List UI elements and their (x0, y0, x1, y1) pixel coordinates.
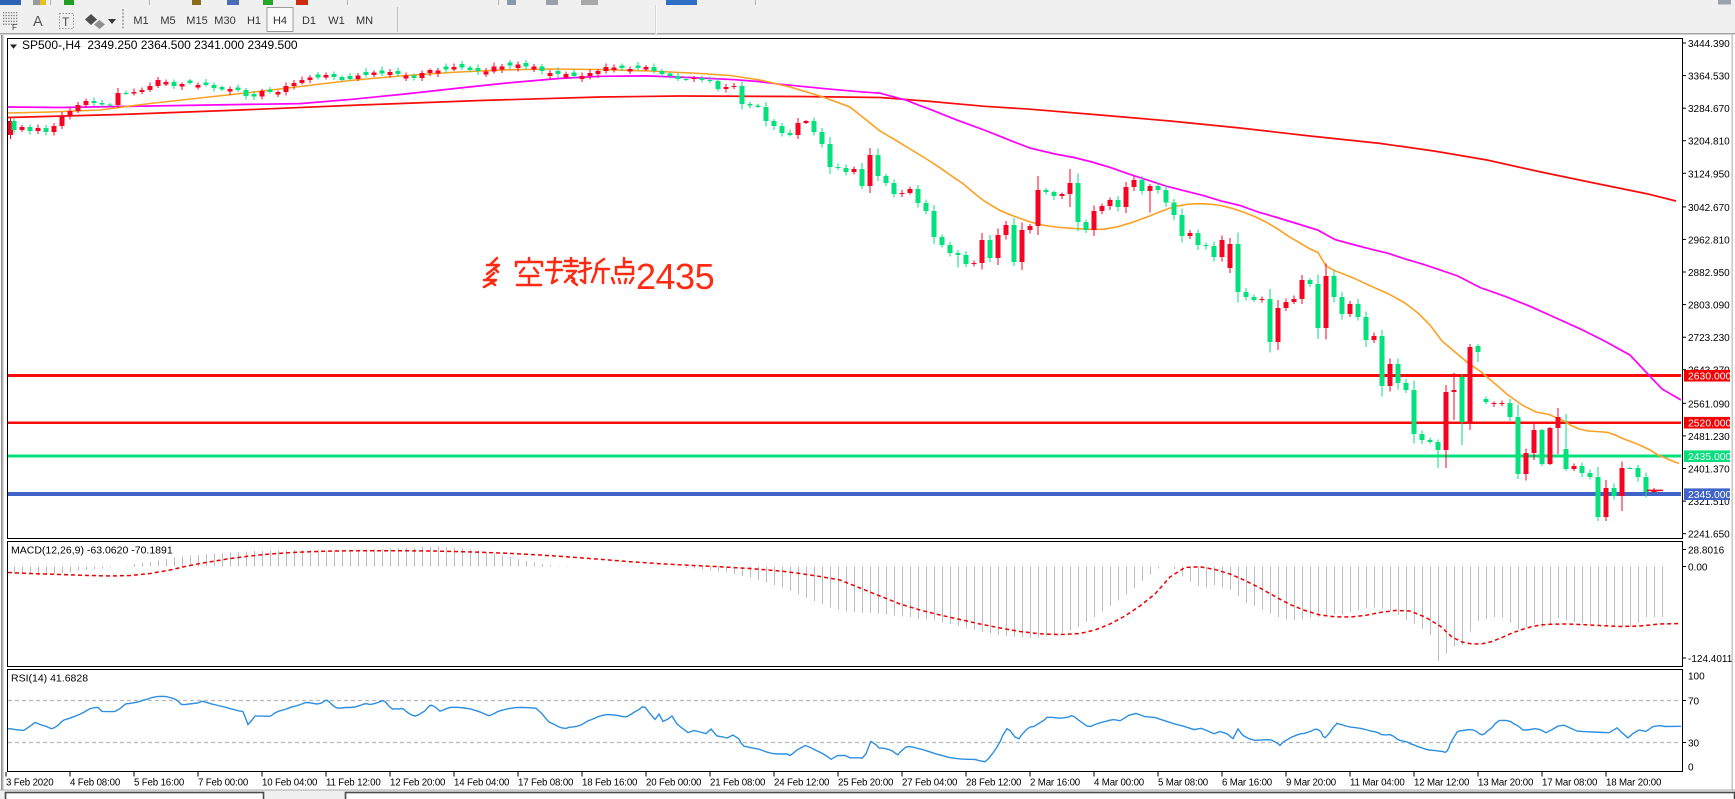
svg-text:100: 100 (1688, 672, 1705, 683)
svg-text:5 Feb 16:00: 5 Feb 16:00 (134, 778, 185, 789)
svg-text:17 Feb 08:00: 17 Feb 08:00 (518, 778, 574, 789)
svg-text:24 Feb 12:00: 24 Feb 12:00 (774, 778, 830, 789)
svg-text:2630.000: 2630.000 (1688, 372, 1732, 383)
svg-text:2561.090: 2561.090 (1688, 399, 1730, 410)
svg-text:M1: M1 (133, 15, 148, 27)
svg-text:3 Feb 2020: 3 Feb 2020 (6, 778, 54, 789)
svg-text:7 Feb 00:00: 7 Feb 00:00 (198, 778, 249, 789)
svg-text:4 Feb 08:00: 4 Feb 08:00 (70, 778, 121, 789)
svg-text:28.8016: 28.8016 (1688, 546, 1725, 557)
svg-text:3124.950: 3124.950 (1688, 169, 1730, 180)
svg-text:4 Mar 00:00: 4 Mar 00:00 (1094, 778, 1145, 789)
svg-text:13 Mar 20:00: 13 Mar 20:00 (1478, 778, 1534, 789)
svg-text:2345.000: 2345.000 (1688, 490, 1732, 501)
svg-text:2435.000: 2435.000 (1688, 452, 1732, 463)
svg-text:M30: M30 (214, 15, 235, 27)
svg-text:M15: M15 (186, 15, 207, 27)
svg-text:2723.230: 2723.230 (1688, 333, 1730, 344)
svg-text:RSI(14) 41.6828: RSI(14) 41.6828 (11, 673, 88, 685)
svg-text:17 Mar 08:00: 17 Mar 08:00 (1542, 778, 1598, 789)
svg-text:MN: MN (356, 15, 373, 27)
svg-text:D1: D1 (302, 15, 316, 27)
svg-text:2962.810: 2962.810 (1688, 235, 1730, 246)
svg-text:3204.810: 3204.810 (1688, 137, 1730, 148)
svg-text:2321.510: 2321.510 (1688, 497, 1730, 508)
svg-text:2520.000: 2520.000 (1688, 419, 1732, 430)
svg-text:3284.670: 3284.670 (1688, 104, 1730, 115)
svg-text:27 Feb 04:00: 27 Feb 04:00 (902, 778, 958, 789)
svg-text:H1: H1 (247, 15, 261, 27)
svg-text:6 Mar 16:00: 6 Mar 16:00 (1222, 778, 1273, 789)
svg-text:18 Feb 16:00: 18 Feb 16:00 (582, 778, 638, 789)
svg-text:18 Mar 20:00: 18 Mar 20:00 (1606, 778, 1662, 789)
svg-text:3444.390: 3444.390 (1688, 39, 1730, 50)
svg-text:12 Mar 12:00: 12 Mar 12:00 (1414, 778, 1470, 789)
svg-text:2803.090: 2803.090 (1688, 301, 1730, 312)
svg-text:0.00: 0.00 (1688, 563, 1708, 574)
svg-text:9 Mar 20:00: 9 Mar 20:00 (1286, 778, 1337, 789)
svg-text:12 Feb 20:00: 12 Feb 20:00 (390, 778, 446, 789)
svg-text:2241.650: 2241.650 (1688, 530, 1730, 541)
svg-text:70: 70 (1688, 697, 1700, 708)
svg-text:2882.950: 2882.950 (1688, 268, 1730, 279)
svg-text:2435: 2435 (636, 256, 714, 297)
svg-text:T: T (62, 15, 70, 29)
svg-text:A: A (33, 14, 43, 30)
svg-text:11 Feb 12:00: 11 Feb 12:00 (326, 778, 381, 789)
svg-text:11 Mar 04:00: 11 Mar 04:00 (1350, 778, 1405, 789)
svg-text:3042.670: 3042.670 (1688, 203, 1730, 214)
svg-text:MACD(12,26,9) -63.0620 -70.189: MACD(12,26,9) -63.0620 -70.1891 (11, 545, 173, 557)
svg-text:F: F (12, 23, 17, 32)
svg-text:2401.370: 2401.370 (1688, 465, 1730, 476)
svg-text:3364.530: 3364.530 (1688, 72, 1730, 83)
svg-text:-124.4011: -124.4011 (1688, 654, 1733, 665)
svg-text:30: 30 (1688, 739, 1700, 750)
svg-text:5 Mar 08:00: 5 Mar 08:00 (1158, 778, 1209, 789)
svg-text:28 Feb 12:00: 28 Feb 12:00 (966, 778, 1022, 789)
svg-text:H4: H4 (273, 15, 287, 27)
svg-text:20 Feb 00:00: 20 Feb 00:00 (646, 778, 702, 789)
svg-text:W1: W1 (328, 15, 345, 27)
svg-text:M5: M5 (160, 15, 175, 27)
svg-text:SP500-,H4 2349.250 2364.500 2: SP500-,H4 2349.250 2364.500 2341.000 234… (22, 38, 298, 52)
svg-text:0: 0 (1688, 763, 1694, 774)
svg-text:21 Feb 08:00: 21 Feb 08:00 (710, 778, 766, 789)
svg-text:25 Feb 20:00: 25 Feb 20:00 (838, 778, 894, 789)
svg-text:10 Feb 04:00: 10 Feb 04:00 (262, 778, 318, 789)
svg-text:2 Mar 16:00: 2 Mar 16:00 (1030, 778, 1081, 789)
svg-text:14 Feb 04:00: 14 Feb 04:00 (454, 778, 510, 789)
svg-text:2481.230: 2481.230 (1688, 432, 1730, 443)
